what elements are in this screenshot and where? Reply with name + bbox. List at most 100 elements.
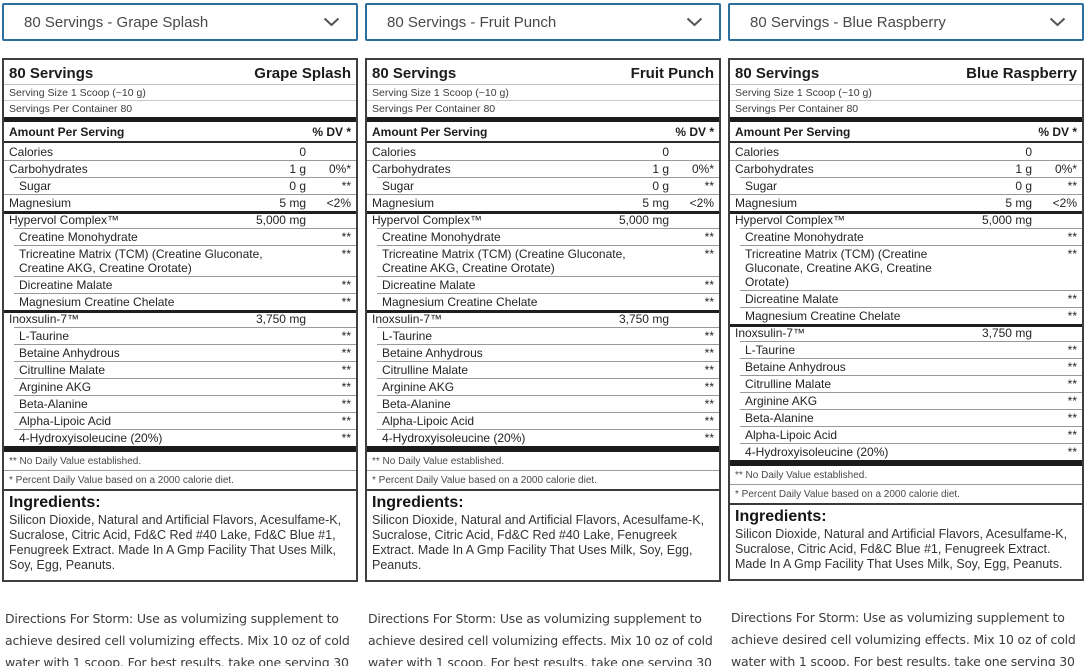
nutrient-row: Betaine Anhydrous ** [4, 344, 356, 361]
nutrient-dv: ** [704, 397, 714, 411]
supplement-facts-panel: 80 Servings Fruit Punch Serving Size 1 S… [365, 58, 721, 582]
nutrient-amount: 5 mg [1005, 196, 1032, 210]
nutrient-name: Citrulline Malate [382, 363, 469, 377]
amount-per-serving-label: Amount Per Serving [9, 125, 125, 139]
nutrient-dv: <2% [689, 196, 714, 210]
nutrient-rows: Calories 0 Carbohydrates 1 g 0%* Sugar 0 g ** Ma… [4, 143, 356, 446]
ingredients-heading: Ingredients: [735, 508, 827, 525]
nutrient-row: Arginine AKG ** [730, 392, 1082, 409]
nutrient-dv: ** [341, 230, 351, 244]
nutrient-name: Creatine Monohydrate [19, 230, 138, 244]
nutrient-name: Tricreatine Matrix (TCM) (Creatine Gluco… [19, 247, 263, 275]
nutrient-row: Sugar 0 g ** [4, 177, 356, 194]
nutrient-dv: ** [704, 414, 714, 428]
nutrient-name: 4-Hydroxyisoleucine (20%) [19, 431, 163, 445]
nutrient-name: 4-Hydroxyisoleucine (20%) [745, 445, 889, 459]
nutrient-row: Magnesium 5 mg <2% [730, 194, 1082, 211]
nutrient-row: Carbohydrates 1 g 0%* [367, 160, 719, 177]
nutrient-name: Alpha-Lipoic Acid [19, 414, 112, 428]
table-header: Amount Per Serving % DV * [4, 122, 356, 143]
nutrient-dv: ** [704, 278, 714, 292]
divider-bar [367, 446, 719, 452]
nutrient-name: Carbohydrates [372, 162, 451, 176]
nutrient-dv: ** [1067, 343, 1077, 357]
flavor-select-fruit-punch[interactable]: 80 Servings - Fruit Punch [365, 3, 721, 41]
nutrient-dv: ** [1067, 411, 1077, 425]
nutrient-amount: 5 mg [642, 196, 669, 210]
divider-bar [730, 117, 1082, 122]
chevron-down-icon [686, 17, 703, 27]
flavor-select-label: 80 Servings - Grape Splash [24, 13, 209, 31]
nutrient-name: Betaine Anhydrous [19, 346, 120, 360]
nutrient-row: Sugar 0 g ** [730, 177, 1082, 194]
nutrient-name: Calories [9, 145, 54, 159]
nutrient-name: L-Taurine [19, 329, 70, 343]
nutrient-amount: 5,000 mg [618, 213, 669, 227]
nutrient-name: L-Taurine [745, 343, 796, 357]
nutrient-dv: ** [341, 179, 351, 193]
nutrient-name: Dicreatine Malate [19, 278, 113, 292]
nutrient-name: 4-Hydroxyisoleucine (20%) [382, 431, 526, 445]
nutrient-row: Hypervol Complex™ 5,000 mg [730, 211, 1082, 228]
flavor-name: Fruit Punch [630, 65, 714, 82]
nutrient-name: Magnesium [9, 196, 72, 210]
flavor-select-blue-raspberry[interactable]: 80 Servings - Blue Raspberry [728, 3, 1084, 41]
nutrient-row: Magnesium 5 mg <2% [367, 194, 719, 211]
nutrient-dv: ** [1067, 179, 1077, 193]
nutrient-amount: 0 [299, 145, 306, 159]
nutrient-amount: 5,000 mg [981, 213, 1032, 227]
ingredients-heading: Ingredients: [372, 494, 464, 511]
footnote: * Percent Daily Value based on a 2000 ca… [4, 471, 356, 491]
nutrient-row: Alpha-Lipoic Acid ** [4, 412, 356, 429]
footnote: ** No Daily Value established. [730, 466, 1082, 485]
nutrient-name: Magnesium [735, 196, 798, 210]
nutrient-row: Creatine Monohydrate ** [4, 228, 356, 245]
flavor-column-grape-splash: 80 Servings - Grape Splash 80 Servings G… [2, 3, 358, 666]
nutrient-dv: ** [1067, 247, 1077, 261]
nutrient-dv: ** [341, 247, 351, 261]
panel-header: 80 Servings Fruit Punch [367, 60, 719, 85]
nutrient-name: Arginine AKG [745, 394, 818, 408]
nutrient-row: Betaine Anhydrous ** [367, 344, 719, 361]
nutrient-name: Carbohydrates [735, 162, 814, 176]
serving-size: Serving Size 1 Scoop (~10 g) [4, 85, 356, 101]
table-header: Amount Per Serving % DV * [367, 122, 719, 143]
nutrient-row: Hypervol Complex™ 5,000 mg [367, 211, 719, 228]
nutrient-row: L-Taurine ** [367, 327, 719, 344]
nutrient-dv: ** [341, 397, 351, 411]
nutrient-row: Beta-Alanine ** [4, 395, 356, 412]
nutrient-name: Beta-Alanine [382, 397, 451, 411]
nutrient-name: Arginine AKG [382, 380, 455, 394]
footnote: * Percent Daily Value based on a 2000 ca… [730, 485, 1082, 505]
nutrient-name: Sugar [19, 179, 52, 193]
nutrient-name: Sugar [382, 179, 415, 193]
servings-title: 80 Servings [372, 65, 457, 82]
flavor-name: Blue Raspberry [966, 65, 1077, 82]
nutrient-row: Citrulline Malate ** [367, 361, 719, 378]
nutrient-row: Magnesium Creatine Chelate ** [367, 293, 719, 310]
nutrient-row: Inoxsulin-7™ 3,750 mg [367, 310, 719, 327]
nutrient-dv: ** [704, 346, 714, 360]
nutrient-row: Citrulline Malate ** [4, 361, 356, 378]
panel-header: 80 Servings Blue Raspberry [730, 60, 1082, 85]
flavor-select-label: 80 Servings - Fruit Punch [387, 13, 557, 31]
nutrient-name: Calories [735, 145, 780, 159]
nutrient-name: Citrulline Malate [745, 377, 832, 391]
supplement-facts-panel: 80 Servings Blue Raspberry Serving Size … [728, 58, 1084, 581]
serving-size: Serving Size 1 Scoop (~10 g) [367, 85, 719, 101]
nutrient-dv: <2% [1052, 196, 1077, 210]
nutrient-row: Dicreatine Malate ** [4, 276, 356, 293]
flavor-select-grape-splash[interactable]: 80 Servings - Grape Splash [2, 3, 358, 41]
nutrient-name: Dicreatine Malate [382, 278, 476, 292]
footnote: * Percent Daily Value based on a 2000 ca… [367, 471, 719, 491]
nutrient-row: Arginine AKG ** [4, 378, 356, 395]
nutrient-row: Inoxsulin-7™ 3,750 mg [4, 310, 356, 327]
serving-size: Serving Size 1 Scoop (~10 g) [730, 85, 1082, 101]
nutrient-row: 4-Hydroxyisoleucine (20%) ** [4, 429, 356, 446]
nutrient-dv: ** [1067, 360, 1077, 374]
servings-title: 80 Servings [9, 65, 94, 82]
nutrient-amount: 5 mg [279, 196, 306, 210]
nutrient-row: Tricreatine Matrix (TCM) (Creatine Gluco… [730, 245, 1082, 290]
nutrient-row: L-Taurine ** [4, 327, 356, 344]
flavor-select-label: 80 Servings - Blue Raspberry [750, 13, 946, 31]
